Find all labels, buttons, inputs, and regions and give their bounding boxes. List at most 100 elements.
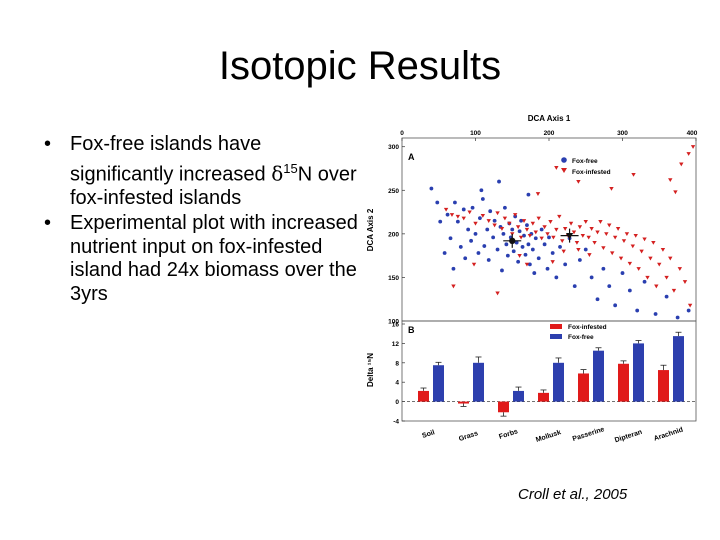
y-tick-label: 16 xyxy=(392,322,400,329)
data-point xyxy=(577,258,582,262)
bar xyxy=(658,370,669,402)
y-tick-label: 12 xyxy=(392,341,400,348)
data-point xyxy=(458,245,463,249)
data-point xyxy=(495,291,500,296)
data-point xyxy=(550,260,555,264)
data-point xyxy=(510,227,515,232)
data-point xyxy=(526,192,531,197)
data-point xyxy=(532,271,537,275)
data-point xyxy=(438,219,443,224)
data-point xyxy=(476,251,481,255)
data-point xyxy=(449,213,455,217)
data-point xyxy=(562,227,568,231)
scatter-points xyxy=(429,145,696,320)
data-point xyxy=(445,212,450,217)
category-label: Grass xyxy=(458,430,479,443)
data-point xyxy=(627,261,633,266)
data-point xyxy=(442,251,447,255)
bar xyxy=(498,401,509,413)
data-point xyxy=(504,242,509,247)
data-point xyxy=(639,249,644,254)
centroids xyxy=(503,228,579,248)
data-point xyxy=(539,236,544,241)
data-point xyxy=(516,259,521,264)
data-point xyxy=(545,266,550,271)
data-point xyxy=(675,315,680,320)
data-point xyxy=(502,216,508,221)
figure-svg: DCA Axis 1 DCA Axis 2 A 0 100 200 300 400 10… xyxy=(366,114,698,444)
y-tick-label: 8 xyxy=(395,360,399,367)
data-point xyxy=(651,240,656,245)
x-tick-label: 100 xyxy=(470,130,481,137)
data-point xyxy=(536,256,541,261)
data-point xyxy=(495,211,500,216)
data-point xyxy=(495,247,500,252)
data-point xyxy=(601,246,606,250)
panel-a-frame xyxy=(401,137,697,322)
data-point xyxy=(621,239,627,244)
data-point xyxy=(547,235,551,240)
data-point xyxy=(648,256,653,261)
y-axis-label: Delta ¹⁵N xyxy=(366,353,375,387)
data-point xyxy=(512,213,518,217)
data-point xyxy=(583,220,588,224)
data-point xyxy=(618,256,624,261)
data-point xyxy=(576,247,581,252)
data-point xyxy=(517,254,522,258)
data-point xyxy=(486,219,491,223)
data-point xyxy=(668,256,673,261)
bar xyxy=(593,350,604,402)
data-point xyxy=(613,303,618,308)
data-point xyxy=(627,288,632,293)
data-point xyxy=(654,284,659,289)
data-point xyxy=(554,166,559,170)
legend-marker xyxy=(561,157,567,163)
bar xyxy=(578,373,589,402)
data-point xyxy=(550,251,555,255)
data-point xyxy=(690,145,696,149)
data-point xyxy=(473,231,478,236)
data-point xyxy=(519,218,523,223)
data-point xyxy=(523,252,528,257)
data-point xyxy=(595,230,600,235)
category-label: Forbs xyxy=(498,428,519,441)
bars xyxy=(418,331,684,417)
data-point xyxy=(586,235,591,240)
data-point xyxy=(645,275,650,280)
data-point xyxy=(542,225,547,230)
data-point xyxy=(607,223,612,228)
data-point xyxy=(533,230,538,235)
y-tick-label: 150 xyxy=(388,275,399,282)
data-point xyxy=(607,284,612,289)
data-point xyxy=(592,240,597,245)
panel-label: A xyxy=(408,152,415,162)
bar xyxy=(618,363,629,402)
data-point xyxy=(515,225,521,230)
y-tick-label: 300 xyxy=(388,144,399,151)
data-point xyxy=(560,239,565,244)
data-point xyxy=(463,256,468,261)
data-point xyxy=(604,232,609,237)
data-point xyxy=(470,205,475,210)
data-point xyxy=(589,275,594,280)
legend: Fox-infested Fox-free xyxy=(550,324,607,341)
data-point xyxy=(587,253,592,257)
data-point xyxy=(686,308,691,313)
data-point xyxy=(517,229,522,234)
isotope-superscript: 15 xyxy=(283,160,298,176)
bar xyxy=(473,362,484,402)
data-point xyxy=(522,233,526,238)
bullet-text-pre: Fox-free islands have significantly incr… xyxy=(70,133,272,186)
data-point xyxy=(455,214,461,219)
data-point xyxy=(492,218,497,223)
y-tick-label: 250 xyxy=(388,188,399,195)
data-point xyxy=(485,227,490,232)
data-point xyxy=(557,214,562,219)
data-point xyxy=(642,237,647,242)
data-point xyxy=(574,240,580,245)
bullet-list: • Fox-free islands have significantly in… xyxy=(44,133,364,308)
bar xyxy=(513,390,524,402)
legend-marker xyxy=(561,168,567,173)
data-point xyxy=(451,284,456,289)
data-point xyxy=(467,210,472,215)
